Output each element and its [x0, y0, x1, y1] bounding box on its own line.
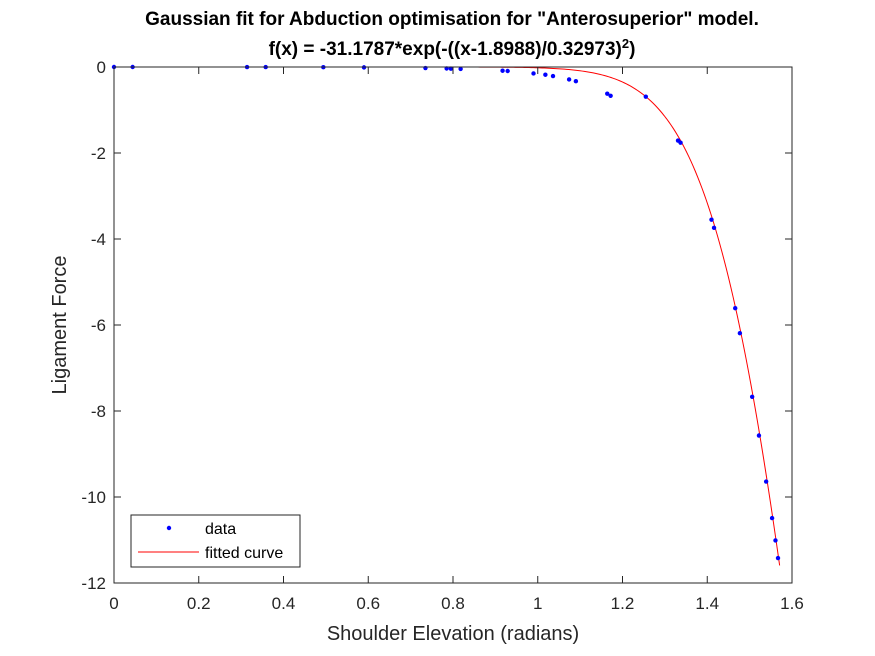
x-tick-label: 0.2	[187, 594, 211, 613]
data-point	[749, 394, 755, 400]
fit-equation-exponent: 2	[622, 36, 629, 51]
data-point	[566, 77, 572, 82]
legend-fit-label: fitted curve	[205, 545, 283, 562]
data-point	[505, 68, 510, 74]
x-tick-label: 0	[109, 594, 118, 613]
fit-equation: f(x) = -31.1787*exp(-((x-1.8988)/0.32973…	[269, 39, 622, 60]
data-point	[737, 330, 743, 336]
x-tick-label: 0.6	[356, 594, 380, 613]
legend-box	[130, 514, 301, 568]
data-point	[773, 538, 778, 543]
x-tick-label: 1.4	[695, 594, 719, 613]
data-point	[711, 225, 717, 231]
y-tick-label: -12	[81, 574, 106, 593]
y-axis-label: Ligament Force	[49, 256, 71, 395]
data-point	[550, 73, 556, 79]
data-point	[531, 71, 536, 76]
data-point	[763, 479, 769, 484]
x-tick-label: 1.6	[780, 594, 804, 613]
data-point	[775, 555, 781, 561]
y-tick-label: -6	[91, 316, 106, 335]
y-tick-label: 0	[97, 58, 106, 77]
data-point	[678, 140, 683, 145]
y-tick-label: -2	[91, 144, 106, 163]
data-point	[500, 68, 505, 73]
data-point	[423, 65, 428, 71]
x-tick-label: 1	[533, 594, 542, 613]
y-tick-label: -8	[91, 402, 106, 421]
legend: data fitted curve	[130, 514, 301, 568]
legend-data-marker	[166, 525, 172, 531]
data-point	[709, 217, 714, 222]
legend-data-label: data	[205, 521, 236, 538]
data-point	[769, 515, 775, 521]
plot-area	[114, 67, 792, 583]
data-point	[756, 433, 762, 438]
chart-title: Gaussian fit for Abduction optimisation …	[145, 9, 759, 30]
y-tick-label: -10	[81, 488, 106, 507]
x-axis-label: Shoulder Elevation (radians)	[327, 623, 579, 645]
data-point	[543, 72, 548, 77]
data-point	[458, 66, 463, 72]
fit-equation-close: )	[629, 39, 635, 60]
x-tick-label: 1.2	[611, 594, 635, 613]
y-tick-label: -4	[91, 230, 106, 249]
data-point	[608, 93, 613, 99]
y-axis-ticks: 0 -2 -4 -6 -8 -10 -12	[81, 58, 792, 593]
data-point	[573, 78, 579, 84]
x-tick-label: 0.8	[441, 594, 465, 613]
data-point	[643, 94, 649, 99]
data-points-layer	[111, 64, 781, 561]
x-tick-label: 0.4	[272, 594, 296, 613]
data-point	[733, 306, 738, 311]
x-axis-ticks: 0 0.2 0.4 0.6 0.8 1 1.2 1.4 1.6	[109, 67, 804, 613]
chart-subtitle: f(x) = -31.1787*exp(-((x-1.8988)/0.32973…	[269, 36, 636, 60]
data-point	[448, 66, 454, 71]
data-point	[605, 91, 610, 96]
